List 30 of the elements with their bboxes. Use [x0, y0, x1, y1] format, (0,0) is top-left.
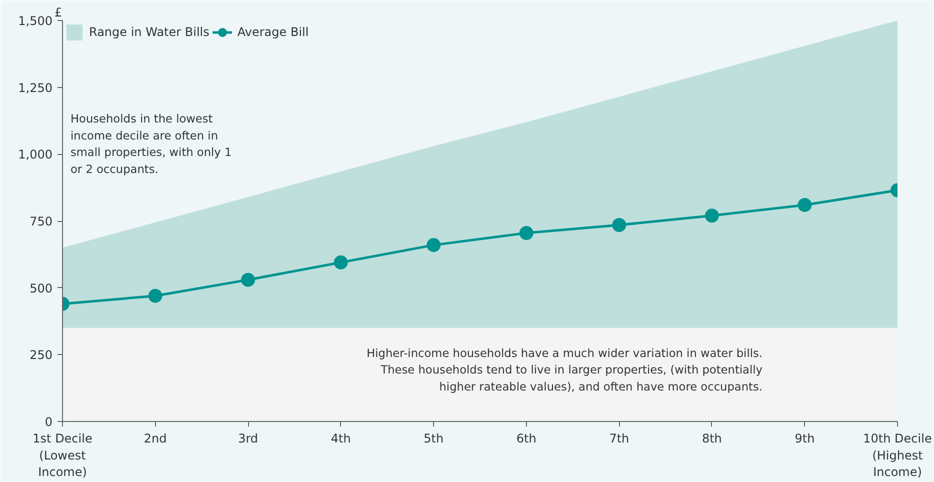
annotation: Households in the lowest income decile are often in small properties, with only 1 or 2 occupants.: [70, 112, 232, 176]
y-tick-label: 0: [44, 415, 53, 429]
x-tick-label: 6th: [516, 432, 536, 446]
x-tick-label: 10th Decile (Highest Income): [863, 432, 932, 480]
point: [519, 226, 534, 240]
point: [334, 255, 348, 270]
point: [241, 272, 256, 287]
y-tick-label: 1,250: [18, 80, 53, 95]
y-tick-label: 500: [30, 281, 52, 296]
point: [426, 238, 441, 252]
legend-label: Range in Water Bills: [89, 25, 210, 39]
x-tick-label: 7th: [609, 432, 630, 446]
y-tick-label: 1,500: [18, 14, 53, 28]
y-tick-label: 750: [30, 214, 52, 228]
point: [798, 198, 812, 212]
x-tick-label: 4th: [330, 432, 351, 446]
point: [612, 218, 626, 232]
annotation: Higher-income households have a much wider variation in water bills. These households tend to live in larger properties, (with potentially higher rateable values), and often have more occupants.: [366, 346, 763, 394]
x-tick-label: 2nd: [144, 432, 167, 446]
legend-label: Average Bill: [237, 25, 309, 39]
x-tick-label: 8th: [702, 432, 722, 446]
y-tick-label: 250: [30, 348, 52, 362]
y-axis-title: £: [54, 6, 62, 20]
point: [148, 288, 162, 303]
y-tick-label: 1,000: [18, 148, 53, 162]
x-tick-label: 9th: [794, 432, 815, 446]
x-tick-label: 3rd: [238, 432, 258, 446]
x-tick-label: 5th: [424, 432, 444, 446]
x-tick-label: 1st Decile (Lowest Income): [32, 432, 92, 480]
point: [704, 208, 719, 223]
